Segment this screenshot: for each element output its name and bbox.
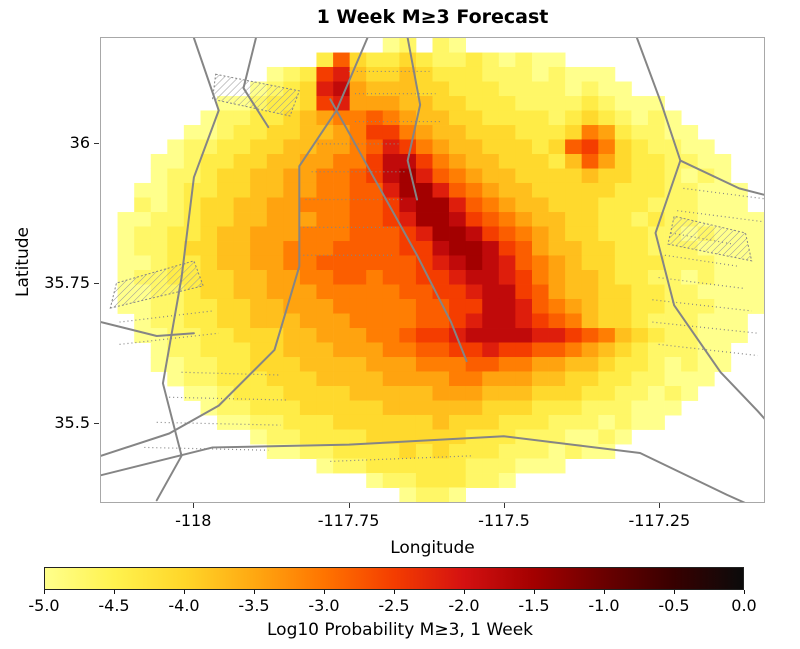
- colorbar-tick-mark: [394, 590, 395, 594]
- colorbar-tick-mark: [744, 590, 745, 594]
- x-tick-label: -117.5: [478, 511, 530, 530]
- colorbar-tick-label: -4.0: [168, 596, 200, 615]
- colorbar-tick-label: -1.0: [588, 596, 620, 615]
- colorbar-tick-label: -5.0: [28, 596, 60, 615]
- colorbar: [44, 567, 744, 590]
- colorbar-tick-mark: [44, 590, 45, 594]
- colorbar-label: Log10 Probability M≥3, 1 Week: [267, 620, 533, 640]
- colorbar-tick-mark: [674, 590, 675, 594]
- colorbar-tick-label: -3.0: [308, 596, 340, 615]
- y-tick-label: 36: [69, 133, 90, 153]
- heatmap-svg: [101, 38, 764, 502]
- plot-area: [100, 37, 765, 503]
- colorbar-tick-mark: [604, 590, 605, 594]
- x-tick-label: -117.75: [317, 511, 380, 530]
- colorbar-tick-label: 0.0: [731, 596, 757, 615]
- colorbar-tick-label: -2.5: [378, 596, 410, 615]
- y-tick-label: 35.5: [54, 413, 90, 432]
- colorbar-tick-mark: [184, 590, 185, 594]
- colorbar-tick-mark: [464, 590, 465, 594]
- x-tick-label: -118: [175, 511, 212, 530]
- x-tick-mark: [659, 503, 661, 508]
- x-tick-label: -117.25: [628, 511, 691, 530]
- y-tick-label: 35.75: [44, 273, 90, 293]
- colorbar-tick-mark: [254, 590, 255, 594]
- chart-title: 1 Week M≥3 Forecast: [316, 6, 549, 28]
- colorbar-tick-mark: [114, 590, 115, 594]
- x-tick-mark: [193, 503, 195, 508]
- colorbar-tick-label: -4.5: [98, 596, 130, 615]
- y-tick-mark: [94, 423, 99, 424]
- colorbar-tick-mark: [534, 590, 535, 594]
- x-axis-label: Longitude: [390, 538, 475, 558]
- colorbar-tick-label: -1.5: [518, 596, 550, 615]
- y-tick-mark: [94, 283, 99, 285]
- colorbar-tick-mark: [324, 590, 325, 594]
- fault-lines-overlay: [101, 38, 764, 502]
- x-tick-mark: [503, 503, 505, 508]
- y-tick-mark: [94, 143, 99, 145]
- x-tick-mark: [348, 503, 350, 508]
- colorbar-tick-label: -2.0: [448, 596, 480, 615]
- colorbar-tick-label: -3.5: [238, 596, 270, 615]
- colorbar-tick-label: -0.5: [658, 596, 690, 615]
- heatmap-cells: [117, 38, 764, 502]
- y-axis-label: Latitude: [13, 227, 33, 297]
